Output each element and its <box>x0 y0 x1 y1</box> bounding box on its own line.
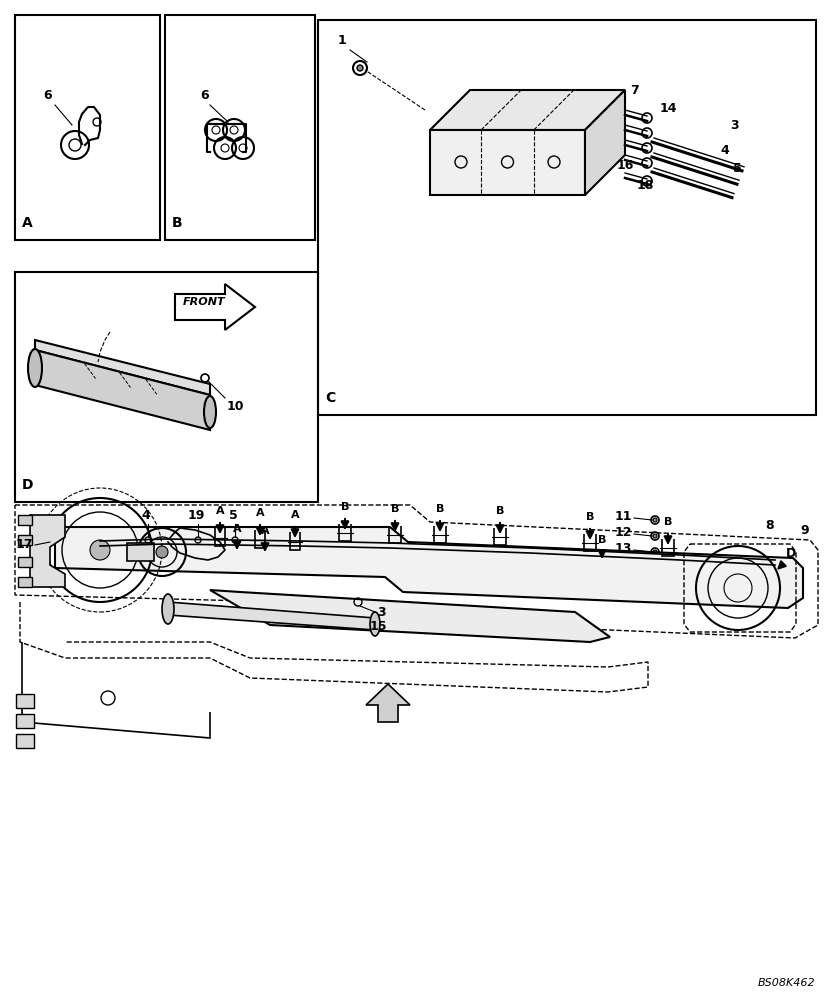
Polygon shape <box>210 590 609 642</box>
Text: A: A <box>256 508 264 518</box>
Text: C: C <box>325 391 335 405</box>
Text: B: B <box>341 502 349 512</box>
Text: 19: 19 <box>187 509 204 522</box>
Polygon shape <box>35 340 210 395</box>
Bar <box>18 535 32 545</box>
Text: 5: 5 <box>228 509 237 522</box>
Bar <box>165 15 314 240</box>
Text: B: B <box>172 216 183 230</box>
Text: B: B <box>663 517 672 527</box>
Text: 9: 9 <box>800 524 808 537</box>
Bar <box>429 130 585 195</box>
Bar <box>18 577 32 587</box>
Circle shape <box>155 546 168 558</box>
Text: 16: 16 <box>616 159 633 172</box>
Circle shape <box>356 65 362 71</box>
Bar <box>318 20 815 415</box>
Ellipse shape <box>162 594 174 624</box>
Ellipse shape <box>370 612 380 636</box>
Text: B: B <box>435 504 443 514</box>
Polygon shape <box>127 543 154 561</box>
Bar <box>16 734 34 748</box>
Text: 12: 12 <box>614 526 631 538</box>
Bar <box>15 272 318 502</box>
Bar <box>15 15 160 240</box>
Polygon shape <box>585 90 624 195</box>
Text: 10: 10 <box>227 400 244 413</box>
Bar <box>18 557 32 567</box>
Text: 4: 4 <box>719 144 728 157</box>
Polygon shape <box>168 602 375 630</box>
Ellipse shape <box>203 396 216 428</box>
Circle shape <box>90 540 110 560</box>
Text: A: A <box>22 216 33 230</box>
Ellipse shape <box>28 349 42 387</box>
Text: B: B <box>390 504 399 514</box>
Text: 7: 7 <box>629 84 638 97</box>
Text: A: A <box>290 510 299 520</box>
Text: 3: 3 <box>376 606 385 619</box>
Text: 6: 6 <box>44 89 52 102</box>
Text: 5: 5 <box>732 162 741 175</box>
Bar <box>16 714 34 728</box>
Bar <box>18 515 32 525</box>
Text: 14: 14 <box>659 102 676 115</box>
Text: 13: 13 <box>614 542 631 554</box>
Circle shape <box>653 534 656 538</box>
Text: 15: 15 <box>370 619 387 632</box>
Text: 4: 4 <box>141 509 151 522</box>
Text: 11: 11 <box>614 510 631 522</box>
Polygon shape <box>429 90 624 130</box>
Text: 6: 6 <box>200 89 209 102</box>
Text: 8: 8 <box>765 519 773 532</box>
Text: D: D <box>22 478 33 492</box>
Text: A: A <box>215 506 224 516</box>
Circle shape <box>653 518 656 522</box>
Text: D: D <box>785 547 796 560</box>
Text: 18: 18 <box>636 179 653 192</box>
Bar <box>16 694 34 708</box>
Text: B: B <box>495 506 504 516</box>
Text: B: B <box>597 535 605 545</box>
Polygon shape <box>55 527 802 608</box>
Text: A: A <box>261 526 269 536</box>
Text: A: A <box>232 524 241 534</box>
Text: 1: 1 <box>337 34 346 47</box>
Text: FRONT: FRONT <box>183 297 225 307</box>
Text: 3: 3 <box>729 119 738 132</box>
Polygon shape <box>35 350 210 430</box>
Text: B: B <box>586 512 594 522</box>
Text: 17: 17 <box>15 538 33 552</box>
Polygon shape <box>366 684 409 722</box>
Text: BS08K462: BS08K462 <box>757 978 814 988</box>
Circle shape <box>653 550 656 554</box>
Polygon shape <box>30 515 65 587</box>
